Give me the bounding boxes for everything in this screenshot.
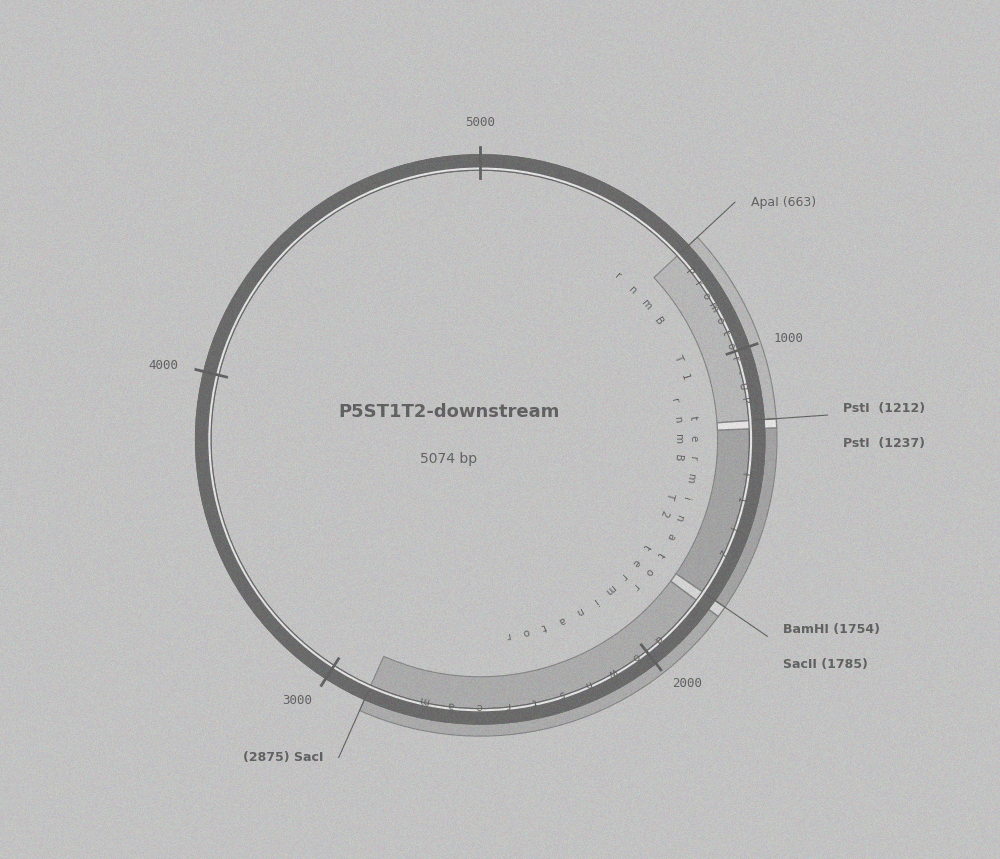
Text: P: P xyxy=(683,267,695,278)
Text: BamHI (1754): BamHI (1754) xyxy=(783,624,880,637)
Text: r: r xyxy=(504,631,510,641)
Wedge shape xyxy=(676,428,777,607)
Text: m: m xyxy=(417,694,429,706)
Text: o: o xyxy=(642,565,654,576)
Text: B: B xyxy=(672,454,683,461)
Text: o: o xyxy=(699,290,711,302)
Text: t: t xyxy=(688,415,698,420)
Text: m: m xyxy=(602,582,616,596)
Text: SacII (1785): SacII (1785) xyxy=(783,658,868,671)
Text: 2: 2 xyxy=(658,508,670,518)
Text: (2875) SacI: (2875) SacI xyxy=(243,751,323,764)
Wedge shape xyxy=(654,237,776,423)
Text: n: n xyxy=(627,284,639,295)
Text: e: e xyxy=(630,557,641,568)
Text: s: s xyxy=(557,688,565,699)
Text: t: t xyxy=(641,542,652,551)
Text: T: T xyxy=(727,522,738,532)
Wedge shape xyxy=(671,574,725,617)
Text: 1: 1 xyxy=(679,373,690,382)
Text: r: r xyxy=(730,356,740,362)
Text: i: i xyxy=(590,596,598,606)
Text: i: i xyxy=(680,496,691,502)
Text: 2: 2 xyxy=(716,547,728,557)
Text: 4000: 4000 xyxy=(149,359,179,372)
Text: r: r xyxy=(613,271,623,281)
Text: o: o xyxy=(521,626,530,637)
Text: n: n xyxy=(582,678,593,690)
Text: P5ST1T2-downstream: P5ST1T2-downstream xyxy=(338,403,559,421)
Text: 1: 1 xyxy=(735,496,746,504)
Text: n: n xyxy=(672,416,682,423)
Text: PstI  (1212): PstI (1212) xyxy=(843,402,925,415)
Text: m: m xyxy=(673,434,683,443)
Text: o: o xyxy=(713,315,725,326)
Text: r: r xyxy=(618,571,628,582)
Text: n: n xyxy=(673,513,685,523)
Text: m: m xyxy=(639,298,654,313)
Text: e: e xyxy=(476,702,482,711)
Text: 2000: 2000 xyxy=(672,677,702,691)
Text: a: a xyxy=(665,532,676,542)
Text: r: r xyxy=(630,582,640,592)
Text: 3000: 3000 xyxy=(282,694,312,707)
Text: t: t xyxy=(720,329,731,337)
Wedge shape xyxy=(717,418,777,430)
Text: B: B xyxy=(652,316,665,327)
Text: r: r xyxy=(692,279,703,289)
Text: 5000: 5000 xyxy=(465,116,495,129)
Text: t: t xyxy=(655,550,666,559)
Text: a: a xyxy=(556,614,566,625)
Text: r: r xyxy=(669,398,680,404)
Text: P: P xyxy=(739,396,750,404)
Text: o: o xyxy=(631,650,642,662)
Text: t: t xyxy=(540,621,547,632)
Text: PstI  (1237): PstI (1237) xyxy=(843,437,925,450)
Text: o: o xyxy=(725,341,736,350)
Text: r: r xyxy=(688,456,698,461)
Text: T: T xyxy=(672,353,684,362)
Text: w: w xyxy=(606,665,619,678)
Text: ApaI (663): ApaI (663) xyxy=(751,196,816,209)
Text: n: n xyxy=(573,606,584,617)
Text: -: - xyxy=(734,369,744,375)
Text: 1000: 1000 xyxy=(774,332,804,344)
Text: U: U xyxy=(736,381,748,391)
Text: T: T xyxy=(740,469,751,476)
Wedge shape xyxy=(360,581,718,736)
Text: e: e xyxy=(689,435,699,441)
Text: d: d xyxy=(652,633,664,645)
Text: r: r xyxy=(504,700,509,710)
Text: 5074 bp: 5074 bp xyxy=(420,452,477,466)
Text: m: m xyxy=(706,301,719,314)
Text: T: T xyxy=(664,490,676,499)
Text: m: m xyxy=(684,472,696,484)
Text: t: t xyxy=(531,696,537,706)
Text: a: a xyxy=(447,699,455,710)
